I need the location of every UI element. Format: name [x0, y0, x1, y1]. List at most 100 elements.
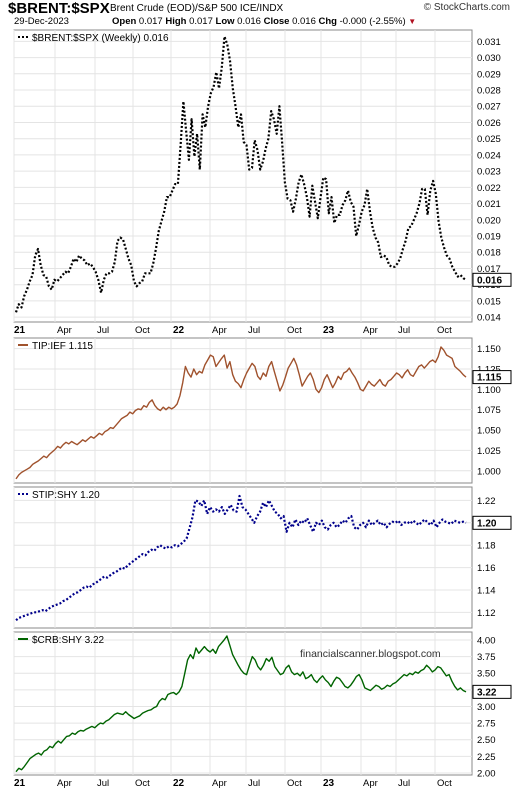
y-tick-label: 1.000: [477, 466, 501, 477]
panel-frame: [13, 337, 473, 484]
chg-label: Chg: [318, 16, 337, 27]
last-value-label: 0.016: [477, 275, 502, 286]
last-value-label: 3.22: [477, 687, 497, 698]
brand-credit[interactable]: © StockCharts.com: [423, 2, 510, 13]
x-tick-label: Apr: [363, 778, 378, 789]
y-tick-label: 0.018: [477, 248, 501, 259]
y-tick-label: 0.029: [477, 69, 501, 80]
y-tick-label: 1.025: [477, 446, 501, 457]
high-value: 0.017: [189, 16, 213, 27]
x-tick-label: Oct: [437, 778, 452, 789]
y-tick-label: 0.023: [477, 167, 501, 178]
chart-date: 29-Dec-2023: [14, 16, 69, 27]
low-value: 0.016: [237, 16, 261, 27]
open-value: 0.017: [138, 16, 163, 27]
y-tick-label: 2.75: [477, 719, 496, 730]
last-value-label: 1.20: [477, 518, 497, 529]
legend-label: $BRENT:$SPX (Weekly) 0.016: [32, 33, 169, 44]
y-tick-label: 1.150: [477, 344, 501, 355]
y-tick-label: 0.020: [477, 215, 501, 226]
x-tick-label: Apr: [212, 325, 227, 336]
series-line-stip-shy: [15, 494, 467, 622]
y-tick-label: 3.75: [477, 652, 496, 663]
y-tick-label: 1.050: [477, 426, 501, 437]
chg-value: -0.000 (-2.55%): [339, 16, 406, 27]
watermark: financialscanner.blogspot.com: [300, 648, 441, 660]
x-tick-label: 21: [14, 325, 26, 336]
last-value-label: 1.115: [477, 373, 502, 384]
low-label: Low: [215, 16, 235, 27]
y-tick-label: 0.021: [477, 199, 501, 210]
chart-symbol: $BRENT:$SPX: [8, 0, 110, 17]
y-tick-label: 0.014: [477, 313, 501, 324]
y-tick-label: 0.027: [477, 102, 501, 113]
x-tick-label: 23: [323, 325, 335, 336]
x-tick-label: 22: [173, 325, 185, 336]
y-tick-label: 3.50: [477, 669, 496, 680]
y-tick-label: 1.18: [477, 541, 496, 552]
y-tick-label: 0.022: [477, 183, 501, 194]
x-tick-label: Jul: [97, 778, 109, 789]
y-tick-label: 2.00: [477, 769, 496, 780]
x-tick-label: 21: [14, 778, 26, 789]
down-triangle-icon: ▼: [408, 17, 417, 26]
last-value-box: [472, 272, 512, 287]
x-tick-label: Jul: [248, 778, 260, 789]
open-label: Open: [112, 16, 137, 27]
x-tick-label: Oct: [287, 325, 302, 336]
x-tick-label: Jul: [248, 325, 260, 336]
close-value: 0.016: [292, 16, 316, 27]
ohlc-readout: Open 0.017 High 0.017 Low 0.016 Close 0.…: [112, 16, 416, 27]
y-tick-label: 1.16: [477, 563, 496, 574]
y-tick-label: 2.50: [477, 735, 496, 746]
close-label: Close: [263, 16, 290, 27]
x-tick-label: Oct: [135, 325, 150, 336]
panel-crb-shy: 2.002.252.502.753.003.253.503.754.00$CRB…: [13, 631, 512, 789]
x-tick-label: 22: [173, 778, 185, 789]
legend-label: $CRB:SHY 3.22: [32, 635, 105, 646]
y-tick-label: 1.100: [477, 385, 501, 396]
series-line-crb-shy: [15, 635, 467, 773]
series-line-tip-ief: [15, 346, 467, 480]
x-tick-label: Jul: [97, 325, 109, 336]
legend-label: STIP:SHY 1.20: [32, 490, 100, 501]
y-tick-label: 0.026: [477, 118, 501, 129]
y-tick-label: 1.125: [477, 364, 501, 375]
y-tick-label: 0.015: [477, 296, 501, 307]
y-tick-label: 4.00: [477, 635, 496, 646]
x-tick-label: Apr: [57, 778, 72, 789]
x-tick-label: Jul: [398, 778, 410, 789]
chart-description: Brent Crude (EOD)/S&P 500 ICE/INDX: [110, 3, 284, 14]
y-tick-label: 0.028: [477, 86, 501, 97]
x-tick-label: Oct: [437, 325, 452, 336]
y-tick-label: 0.025: [477, 134, 501, 145]
last-value-box: [472, 515, 512, 530]
legend-label: TIP:IEF 1.115: [32, 341, 93, 352]
y-tick-label: 2.25: [477, 752, 496, 763]
last-value-box: [472, 684, 512, 699]
x-tick-label: Oct: [287, 778, 302, 789]
x-tick-label: Apr: [212, 778, 227, 789]
last-value-box: [472, 370, 512, 385]
x-tick-label: Apr: [57, 325, 72, 336]
x-tick-label: 23: [323, 778, 335, 789]
y-tick-label: 0.030: [477, 53, 501, 64]
x-tick-label: Jul: [398, 325, 410, 336]
y-tick-label: 1.22: [477, 496, 496, 507]
panel-tip-ief: 1.000 1.025 1.050 1.075 1.100 1.125 1.150 TIP:I…: [13, 337, 512, 484]
series-line-brent-spx: [14, 35, 467, 313]
x-tick-label: Apr: [363, 325, 378, 336]
y-tick-label: 0.031: [477, 37, 501, 48]
y-tick-label: 1.14: [477, 585, 496, 596]
y-tick-label: 0.019: [477, 232, 501, 243]
y-tick-label: 0.017: [477, 264, 501, 275]
y-tick-label: 1.12: [477, 608, 496, 619]
y-tick-label: 0.024: [477, 150, 501, 161]
y-tick-label: 1.075: [477, 405, 501, 416]
high-label: High: [165, 16, 187, 27]
x-tick-label: Oct: [135, 778, 150, 789]
y-tick-label: 3.00: [477, 702, 496, 713]
